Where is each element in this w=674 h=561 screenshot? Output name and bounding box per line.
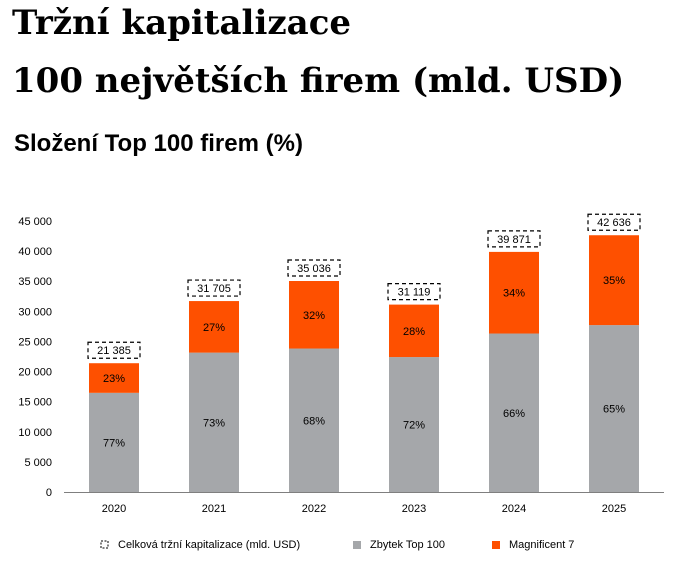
legend-label-total: Celková tržní kapitalizace (mld. USD) — [118, 539, 300, 551]
bar-segment-mag7 — [289, 281, 339, 349]
y-tick-label: 15 000 — [18, 397, 52, 409]
x-tick-label: 2020 — [102, 503, 126, 515]
bar-segment-rest — [389, 357, 439, 492]
x-tick-label: 2021 — [202, 503, 226, 515]
total-label: 31 119 — [398, 287, 431, 299]
bar-segment-rest — [189, 352, 239, 492]
bar-label-mag7: 28% — [403, 326, 425, 338]
total-box — [187, 279, 241, 297]
bar-label-mag7: 32% — [303, 310, 325, 322]
total-box — [387, 282, 441, 301]
total-label: 21 385 — [97, 345, 131, 357]
bar-label-mag7: 35% — [603, 275, 625, 287]
bar-segment-rest — [489, 333, 539, 492]
x-tick-label: 2023 — [402, 503, 426, 515]
y-tick-label: 45 000 — [18, 216, 52, 228]
bar-segment-mag7 — [589, 235, 639, 326]
bar-segment-mag7 — [189, 301, 239, 353]
bar-label-rest: 65% — [603, 404, 625, 416]
y-tick-label: 35 000 — [18, 276, 52, 288]
total-label: 31 705 — [197, 283, 231, 295]
legend-label-mag7: Magnificent 7 — [509, 539, 574, 551]
total-label: 39 871 — [497, 234, 531, 246]
bar-segment-mag7 — [89, 363, 139, 393]
legend-swatch-mag7 — [492, 541, 500, 549]
y-tick-label: 10 000 — [18, 427, 52, 439]
y-tick-label: 30 000 — [18, 306, 52, 318]
bar-label-rest: 73% — [203, 417, 225, 429]
bar-label-rest: 66% — [503, 408, 525, 420]
x-tick-label: 2024 — [502, 503, 526, 515]
bar-segment-rest — [289, 348, 339, 492]
total-box — [287, 259, 341, 277]
bar-label-mag7: 34% — [503, 288, 525, 300]
y-tick-label: 40 000 — [18, 246, 52, 258]
bar-label-mag7: 27% — [203, 322, 225, 334]
y-tick-label: 0 — [46, 487, 52, 499]
y-tick-label: 20 000 — [18, 367, 52, 379]
chart-title-line-2: 100 největších firem (mld. USD) — [12, 61, 625, 101]
total-box — [87, 341, 141, 359]
y-tick-label: 5 000 — [24, 457, 52, 469]
bar-segment-rest — [89, 392, 139, 492]
bar-segment-rest — [589, 325, 639, 492]
x-tick-label: 2022 — [302, 503, 326, 515]
total-box — [587, 213, 641, 231]
total-box — [487, 230, 541, 248]
bar-label-rest: 68% — [303, 415, 325, 427]
bar-segment-mag7 — [389, 304, 439, 358]
legend-label-rest: Zbytek Top 100 — [370, 539, 445, 551]
legend-swatch-total — [100, 540, 109, 549]
bar-label-mag7: 23% — [103, 373, 125, 385]
chart-subtitle: Složení Top 100 firem (%) — [14, 130, 303, 157]
x-tick-label: 2025 — [602, 503, 626, 515]
chart-title-line-1: Tržní kapitalizace — [12, 3, 352, 43]
bar-segment-mag7 — [489, 251, 539, 334]
bar-label-rest: 72% — [403, 420, 425, 432]
total-label: 35 036 — [297, 263, 331, 275]
y-tick-label: 25 000 — [18, 336, 52, 348]
bar-label-rest: 77% — [103, 437, 125, 449]
total-label: 42 636 — [597, 217, 631, 229]
legend-swatch-rest — [353, 541, 361, 549]
